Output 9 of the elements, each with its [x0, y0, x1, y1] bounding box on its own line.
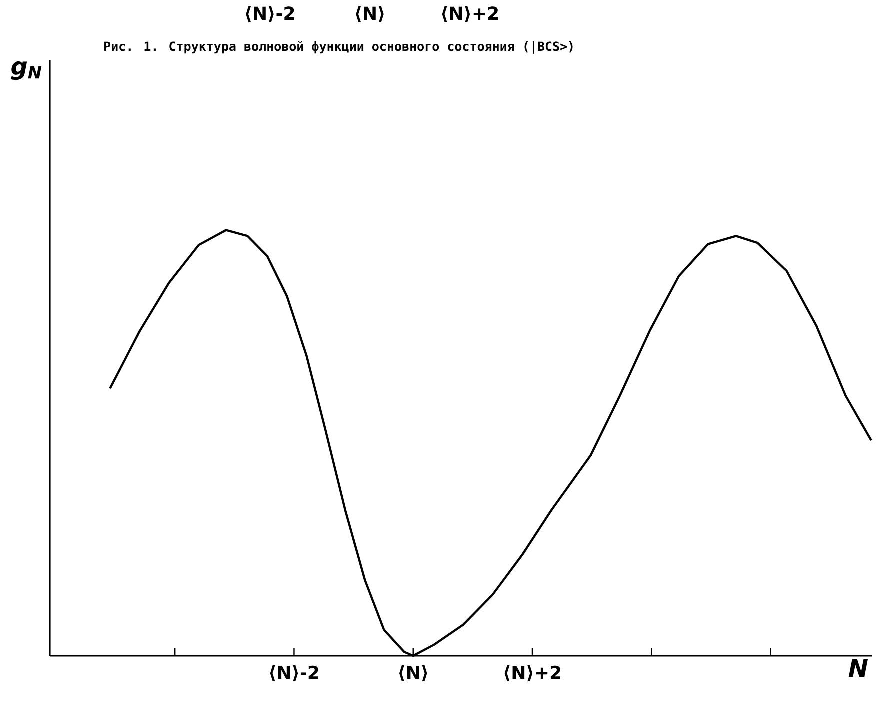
chart-title: Рис. 1. Структура волновой функции основного состояния (|BCS>)	[104, 41, 573, 54]
text: ⟨N⟩+2	[442, 6, 498, 22]
text: g$_{N}$	[11, 62, 42, 80]
text: ⟨N⟩-2	[246, 6, 294, 22]
x-tick-label: ⟨N⟩	[399, 666, 428, 682]
x-tick-label: ⟨N⟩-2	[270, 666, 318, 682]
x-tick-label: ⟨N⟩+2	[504, 666, 560, 682]
x-axis-title: N	[848, 660, 868, 678]
text: ⟨N⟩	[356, 6, 384, 22]
